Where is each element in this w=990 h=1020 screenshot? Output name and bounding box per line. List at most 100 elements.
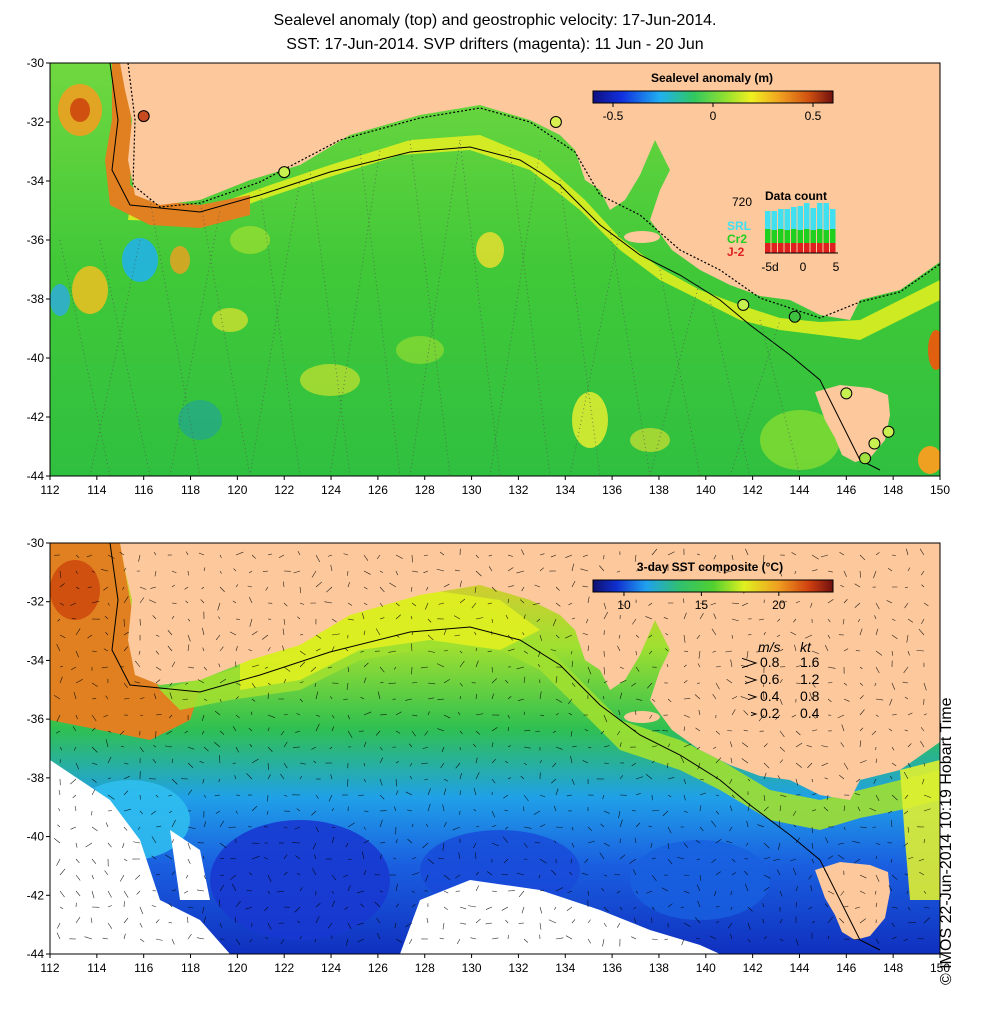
- data-count-max-label: 720: [732, 195, 752, 209]
- colorbar-tick-label: -0.5: [603, 109, 624, 123]
- data-count-bar: [823, 230, 829, 243]
- title-line-1: Sealevel anomaly (top) and geostrophic v…: [273, 12, 717, 29]
- data-count-bar: [784, 209, 790, 230]
- data-count-bar: [804, 243, 810, 253]
- lon-tick-label: 132: [508, 483, 528, 497]
- lat-tick-label: -42: [27, 410, 45, 424]
- lon-tick-label: 120: [227, 961, 247, 975]
- data-count-bar: [765, 243, 771, 253]
- data-count-bar: [791, 229, 797, 243]
- top-panel: 112 114 116 118 120 122 124 126 128 130 132 134 136 1…: [27, 56, 951, 497]
- lon-tick-label: 114: [87, 961, 106, 975]
- lon-tick-label: 150: [930, 483, 950, 497]
- data-count-bar: [810, 243, 816, 253]
- lon-tick-label: 114: [87, 483, 106, 497]
- lat-tick-label: -34: [27, 653, 45, 667]
- lon-tick-label: 138: [649, 961, 669, 975]
- lon-tick-label: 126: [368, 961, 388, 975]
- lon-tick-label: 130: [462, 483, 482, 497]
- velocity-legend: m/s kt 0.8 1.60.6 1.20.4 0.80.2 0.4: [741, 639, 820, 721]
- velocity-unit-kt: kt: [800, 639, 812, 655]
- velocity-legend-ms: 0.4: [760, 688, 780, 704]
- velocity-legend-kt: 1.6: [800, 654, 820, 670]
- velocity-legend-kt: 1.2: [800, 671, 820, 687]
- lon-tick-label: 142: [743, 483, 763, 497]
- velocity-unit-ms: m/s: [758, 639, 781, 655]
- credit-text: © IMOS 22-Jun-2014 10:19 Hobart Time: [938, 697, 955, 985]
- tide-gauge-marker: [549, 116, 562, 128]
- lat-tick-label: -34: [27, 174, 45, 188]
- lat-tick-label: -36: [27, 712, 45, 726]
- lat-tick-label: -40: [27, 830, 45, 844]
- lon-tick-label: 120: [227, 483, 247, 497]
- satellite-label: SRL: [727, 219, 751, 233]
- data-count-bar: [804, 229, 810, 243]
- data-count-bar: [830, 243, 836, 253]
- tide-gauge-marker: [737, 298, 750, 311]
- velocity-legend-rows: 0.8 1.60.6 1.20.4 0.80.2 0.4: [741, 654, 820, 721]
- lon-tick-label: 136: [602, 483, 622, 497]
- velocity-legend-arrow: [750, 711, 758, 717]
- lon-tick-label: 116: [134, 961, 153, 975]
- colorbar-tick-label: 15: [695, 598, 709, 612]
- lon-tick-label: 116: [134, 483, 153, 497]
- data-count-bar: [810, 208, 816, 230]
- lon-tick-label: 134: [555, 483, 575, 497]
- data-count-bar: [778, 243, 784, 253]
- data-count-x-tick: 0: [800, 260, 807, 274]
- land-australia-bottom: [120, 543, 940, 800]
- satellite-label: Cr2: [727, 232, 747, 246]
- velocity-legend-ms: 0.8: [760, 654, 780, 670]
- data-count-bar: [784, 243, 790, 253]
- data-count-x-tick: -5d: [761, 260, 778, 274]
- lon-tick-label: 112: [40, 961, 59, 975]
- sst-colorbar: 3-day SST composite (°C) 10 15 20: [592, 560, 834, 612]
- colorbar-tick-label: 0: [710, 109, 717, 123]
- data-count-bar: [823, 243, 829, 253]
- lat-tick-label: -32: [27, 115, 45, 129]
- data-count-x-tick: 5: [833, 260, 840, 274]
- lat-tick-label: -44: [27, 469, 45, 483]
- title-line-2: SST: 17-Jun-2014. SVP drifters (magenta)…: [286, 36, 704, 53]
- sla-colorbar-title: Sealevel anomaly (m): [651, 71, 773, 85]
- velocity-arrow-field: [53, 548, 932, 947]
- velocity-legend-arrow: [741, 657, 758, 669]
- lon-tick-label: 140: [696, 483, 716, 497]
- sst-colorbar-title: 3-day SST composite (°C): [637, 560, 783, 574]
- velocity-legend-ms: 0.6: [760, 671, 780, 687]
- lat-tick-label: -38: [27, 292, 45, 306]
- sla-field: [50, 63, 940, 476]
- data-count-bar: [778, 229, 784, 243]
- tide-gauges: [137, 110, 895, 465]
- lat-tick-label: -40: [27, 351, 45, 365]
- tide-gauge-marker: [278, 166, 291, 179]
- colorbar-tick-label: 0.5: [805, 109, 822, 123]
- data-count-bar: [765, 229, 771, 243]
- lon-tick-label: 126: [368, 483, 388, 497]
- land-australia: [120, 63, 940, 320]
- data-count-bar: [817, 229, 823, 243]
- lon-tick-label: 150: [930, 961, 950, 975]
- lon-tick-label: 144: [789, 483, 809, 497]
- data-count-bar: [817, 243, 823, 253]
- lon-tick-label: 118: [181, 961, 200, 975]
- bottom-panel: 112 114 116 118 120 122 124 126 128 130 132 134 136 1…: [27, 536, 951, 975]
- data-count-bar: [765, 211, 771, 229]
- sla-colorbar-ticks: -0.5 0 0.5: [603, 103, 822, 123]
- lon-tick-label: 148: [883, 483, 903, 497]
- velocity-legend-arrow: [747, 693, 758, 701]
- lat-tick-label: -42: [27, 888, 45, 902]
- velocity-legend-ms: 0.2: [760, 705, 780, 721]
- lat-tick-label: -44: [27, 947, 45, 961]
- bottom-axis-ticks: 112 114 116 118 120 122 124 126 128 130 132 134 136 1…: [27, 536, 951, 975]
- lon-tick-label: 146: [836, 483, 856, 497]
- data-count-bar: [791, 207, 797, 229]
- lon-tick-label: 118: [181, 483, 200, 497]
- data-count-bar: [797, 206, 803, 230]
- data-count-bar: [771, 243, 777, 253]
- tide-gauge-marker: [840, 387, 853, 400]
- lon-tick-label: 136: [602, 961, 622, 975]
- land-tasmania-bottom: [815, 862, 890, 940]
